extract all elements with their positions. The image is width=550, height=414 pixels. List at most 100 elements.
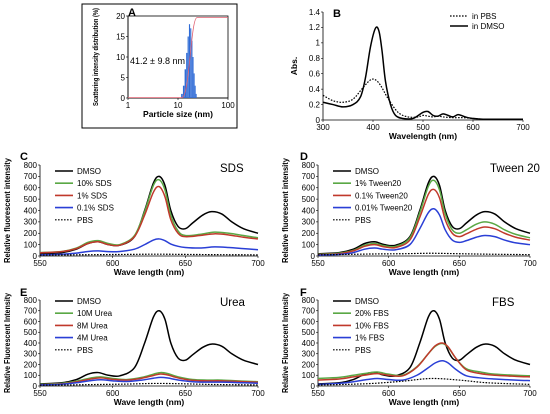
series-line-8m-urea <box>39 373 259 386</box>
y-axis-label: Abs. <box>289 57 299 75</box>
panel-title: SDS <box>220 163 244 175</box>
y-tick-label: 1.4 <box>309 8 321 17</box>
y-tick-label: 800 <box>302 296 316 305</box>
y-tick-label: 0 <box>311 252 316 261</box>
y-tick-label: 0.8 <box>309 54 321 63</box>
y-tick-label: 0.2 <box>309 100 321 109</box>
panel-c: 0 100 200 300 400 500 600 700 800 550 600 650 700 Wav… <box>2 151 265 277</box>
y-tick-label: 100 <box>302 240 316 249</box>
series-line-pbs <box>39 253 259 256</box>
x-tick-label: 100 <box>221 101 235 110</box>
series-line-10-fbs <box>317 342 531 381</box>
panel-letter: C <box>20 151 28 163</box>
panel-a: 0 5 10 15 20 1 10 100 Particle size (nm) Scatteri… <box>81 3 238 129</box>
x-tick-label: 550 <box>33 389 47 398</box>
legend-entry: DMSO <box>355 297 379 306</box>
x-axis-label: Wave length (nm) <box>389 397 460 407</box>
y-tick-label: 700 <box>24 307 38 316</box>
series-line-pbs <box>317 252 531 256</box>
y-tick-label: 300 <box>302 218 316 227</box>
x-tick-label: 600 <box>106 259 120 268</box>
series-line-pbs <box>39 382 259 386</box>
y-tick-label: 500 <box>24 328 38 337</box>
histogram-bar <box>192 57 194 98</box>
x-tick-label: 300 <box>316 123 330 132</box>
panel-letter: D <box>300 151 308 163</box>
legend-entry: PBS <box>77 216 93 225</box>
legend-entry: PBS <box>355 216 371 225</box>
legend-entry: 0.1% SDS <box>77 204 114 213</box>
y-tick-label: 500 <box>302 195 316 204</box>
legend-entry: 10% FBS <box>355 321 389 330</box>
series-line-10m-urea <box>39 371 259 386</box>
y-tick-label: 300 <box>302 350 316 359</box>
y-tick-label: 200 <box>302 360 316 369</box>
histogram-bar <box>194 85 196 98</box>
y-tick-label: 200 <box>302 229 316 238</box>
legend-entry: 0.01% Tween20 <box>355 204 413 213</box>
y-axis-label: Relative fluorescent intensity <box>280 158 290 263</box>
y-tick-label: 400 <box>24 206 38 215</box>
panel-d: 0 100 200 300 400 500 600 700 800 550 600 650 700 Wav… <box>280 151 540 277</box>
legend-entry: in PBS <box>472 12 496 21</box>
legend-entry: 0.1% Tween20 <box>355 191 408 200</box>
panel-b: 0 0.2 0.4 0.6 0.8 1 1.2 1.4 300 400 500 600 700 Wavel… <box>289 8 530 141</box>
y-tick-label: 10 <box>116 53 125 62</box>
y-tick-label: 0.4 <box>309 85 321 94</box>
y-axis-label: Scattering intensity distribution (%) <box>91 8 100 106</box>
x-tick-label: 550 <box>311 389 325 398</box>
series-line-0-1-tween20 <box>317 188 531 256</box>
y-tick-label: 800 <box>24 296 38 305</box>
y-tick-label: 400 <box>302 206 316 215</box>
series-line-4m-urea <box>39 376 259 386</box>
legend-entry: PBS <box>77 346 93 355</box>
series-line-dmso <box>317 175 531 255</box>
size-annotation: 41.2 ± 9.8 nm <box>130 56 185 66</box>
x-tick-label: 700 <box>523 259 537 268</box>
y-tick-label: 5 <box>121 73 126 82</box>
y-axis-label: Relative Fluorescent Intensity <box>280 293 290 393</box>
x-tick-label: 700 <box>251 389 265 398</box>
y-tick-label: 200 <box>24 360 38 369</box>
panel-title: Urea <box>220 297 246 309</box>
y-tick-label: 700 <box>302 172 316 181</box>
x-tick-label: 600 <box>382 389 396 398</box>
y-tick-label: 0 <box>33 252 38 261</box>
x-tick-label: 650 <box>453 259 467 268</box>
y-tick-label: 20 <box>116 12 125 21</box>
y-tick-label: 600 <box>302 317 316 326</box>
x-tick-label: 700 <box>251 259 265 268</box>
histogram-bar <box>191 40 193 98</box>
histogram-bar <box>184 69 186 98</box>
y-tick-label: 700 <box>302 307 316 316</box>
panel-letter: A <box>128 7 136 19</box>
y-tick-label: 600 <box>24 317 38 326</box>
x-tick-label: 650 <box>179 259 193 268</box>
y-tick-label: 15 <box>116 32 125 41</box>
x-axis-label: Wavelength (nm) <box>389 131 457 141</box>
x-tick-label: 400 <box>366 123 380 132</box>
x-tick-label: 600 <box>382 259 396 268</box>
y-tick-label: 600 <box>24 184 38 193</box>
x-axis-label: Particle size (nm) <box>143 109 213 119</box>
x-tick-label: 650 <box>179 389 193 398</box>
y-tick-label: 300 <box>24 350 38 359</box>
series-line-0-1-sds <box>39 238 259 256</box>
x-tick-label: 500 <box>416 123 430 132</box>
series-line-dmso <box>39 309 259 385</box>
legend-entry: 4M Urea <box>77 334 108 343</box>
series-line-dmso <box>317 309 531 385</box>
series-line-10-sds <box>39 178 259 254</box>
y-tick-label: 600 <box>302 184 316 193</box>
panel-frame <box>81 3 238 129</box>
x-tick-label: 550 <box>33 259 47 268</box>
histogram-bar <box>182 85 185 98</box>
x-tick-label: 550 <box>311 259 325 268</box>
y-tick-label: 0 <box>33 382 38 391</box>
series-line-1-tween20 <box>317 179 531 256</box>
series-line-in-dmso <box>322 26 523 121</box>
panel-letter: B <box>333 8 341 20</box>
